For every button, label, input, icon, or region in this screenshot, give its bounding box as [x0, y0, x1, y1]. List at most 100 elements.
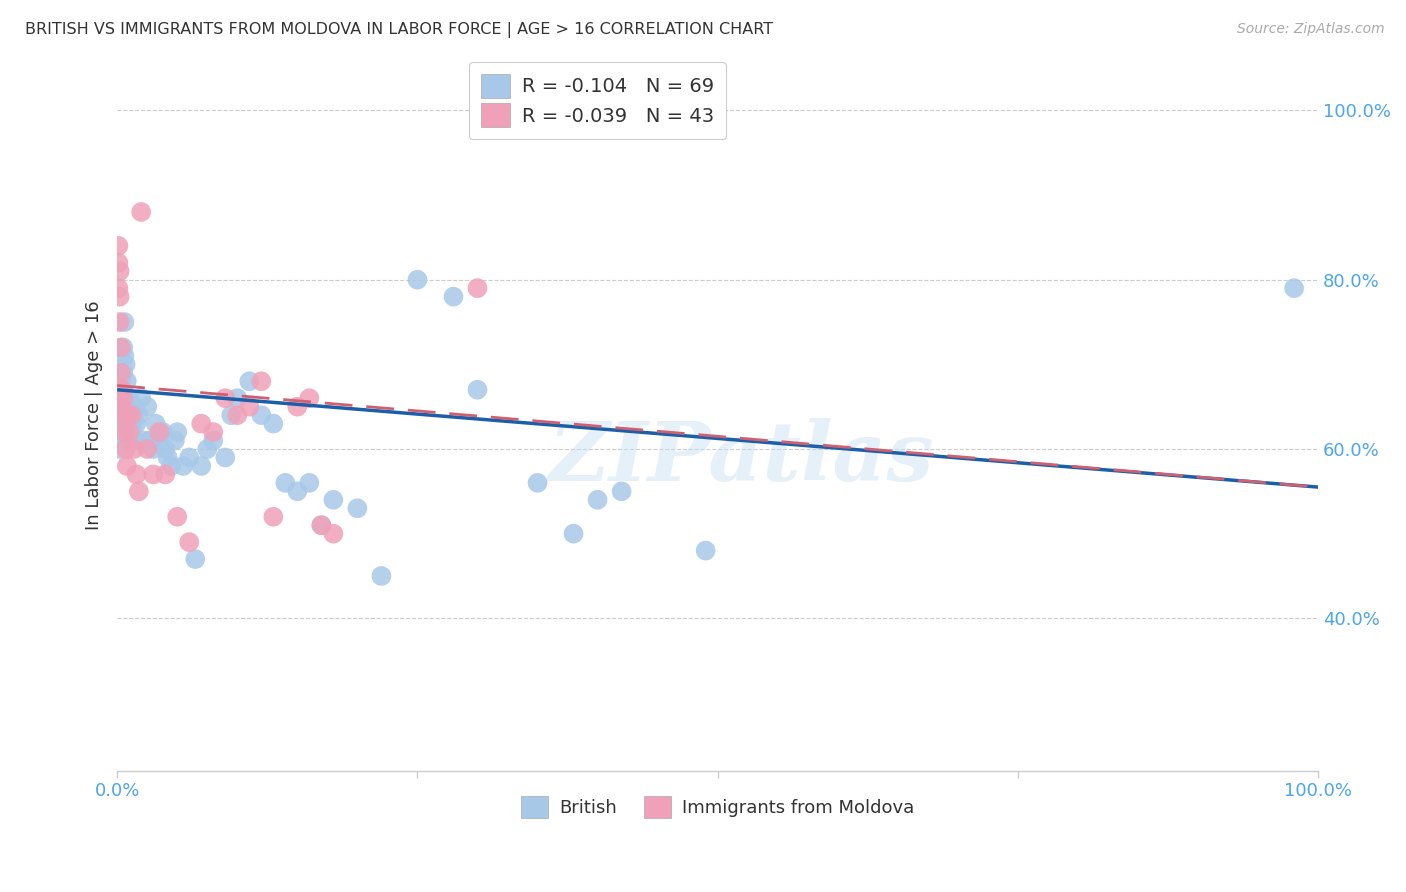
Point — [274, 475, 297, 490]
Point — [311, 518, 333, 533]
Point — [112, 425, 135, 439]
Point — [115, 458, 138, 473]
Point — [467, 383, 489, 397]
Point — [190, 458, 212, 473]
Point — [202, 425, 225, 439]
Point — [108, 408, 131, 422]
Point — [108, 395, 131, 409]
Point — [562, 526, 585, 541]
Point — [238, 374, 260, 388]
Point — [250, 374, 273, 388]
Text: Source: ZipAtlas.com: Source: ZipAtlas.com — [1237, 22, 1385, 37]
Point — [112, 315, 135, 329]
Point — [110, 340, 132, 354]
Point — [110, 412, 132, 426]
Point — [128, 484, 150, 499]
Point — [322, 492, 344, 507]
Point — [117, 391, 139, 405]
Point — [195, 442, 218, 456]
Point — [298, 475, 321, 490]
Point — [120, 408, 142, 422]
Point — [108, 290, 131, 304]
Point — [107, 383, 129, 397]
Point — [111, 400, 134, 414]
Point — [214, 391, 236, 405]
Point — [112, 340, 135, 354]
Point — [166, 509, 188, 524]
Point — [114, 442, 136, 456]
Point — [112, 349, 135, 363]
Point — [112, 366, 135, 380]
Point — [145, 417, 167, 431]
Point — [115, 374, 138, 388]
Point — [1282, 281, 1305, 295]
Point — [107, 425, 129, 439]
Point — [107, 239, 129, 253]
Point — [155, 442, 177, 456]
Point — [107, 400, 129, 414]
Point — [406, 273, 429, 287]
Point — [311, 518, 333, 533]
Point — [695, 543, 717, 558]
Point — [110, 366, 132, 380]
Point — [219, 408, 242, 422]
Point — [125, 417, 148, 431]
Point — [179, 450, 201, 465]
Point — [136, 400, 159, 414]
Point — [156, 450, 179, 465]
Point — [346, 501, 368, 516]
Text: ZIPatlas: ZIPatlas — [548, 417, 935, 498]
Point — [121, 408, 143, 422]
Point — [112, 391, 135, 405]
Point — [107, 442, 129, 456]
Point — [129, 391, 152, 405]
Point — [166, 425, 188, 439]
Point — [114, 357, 136, 371]
Text: BRITISH VS IMMIGRANTS FROM MOLDOVA IN LABOR FORCE | AGE > 16 CORRELATION CHART: BRITISH VS IMMIGRANTS FROM MOLDOVA IN LA… — [25, 22, 773, 38]
Point — [226, 408, 249, 422]
Legend: British, Immigrants from Moldova: British, Immigrants from Moldova — [515, 789, 921, 826]
Point — [112, 408, 135, 422]
Point — [129, 205, 152, 219]
Point — [111, 383, 134, 397]
Point — [121, 425, 143, 439]
Point — [467, 281, 489, 295]
Point — [107, 383, 129, 397]
Point — [122, 434, 145, 448]
Point — [111, 383, 134, 397]
Point — [526, 475, 548, 490]
Point — [142, 467, 165, 482]
Point — [179, 535, 201, 549]
Point — [110, 383, 132, 397]
Point — [262, 509, 284, 524]
Point — [298, 391, 321, 405]
Point — [238, 400, 260, 414]
Point — [190, 417, 212, 431]
Point — [285, 400, 308, 414]
Point — [370, 569, 392, 583]
Point — [163, 434, 186, 448]
Point — [214, 450, 236, 465]
Point — [285, 484, 308, 499]
Point — [148, 434, 170, 448]
Point — [128, 408, 150, 422]
Y-axis label: In Labor Force | Age > 16: In Labor Force | Age > 16 — [86, 301, 103, 530]
Point — [586, 492, 609, 507]
Point — [108, 315, 131, 329]
Point — [443, 290, 465, 304]
Point — [107, 281, 129, 295]
Point — [184, 552, 207, 566]
Point — [155, 467, 177, 482]
Point — [132, 434, 155, 448]
Point — [172, 458, 194, 473]
Point — [322, 526, 344, 541]
Point — [160, 458, 183, 473]
Point — [118, 391, 141, 405]
Point — [110, 400, 132, 414]
Point — [226, 391, 249, 405]
Point — [122, 442, 145, 456]
Point — [108, 374, 131, 388]
Point — [121, 417, 143, 431]
Point — [110, 391, 132, 405]
Point — [107, 256, 129, 270]
